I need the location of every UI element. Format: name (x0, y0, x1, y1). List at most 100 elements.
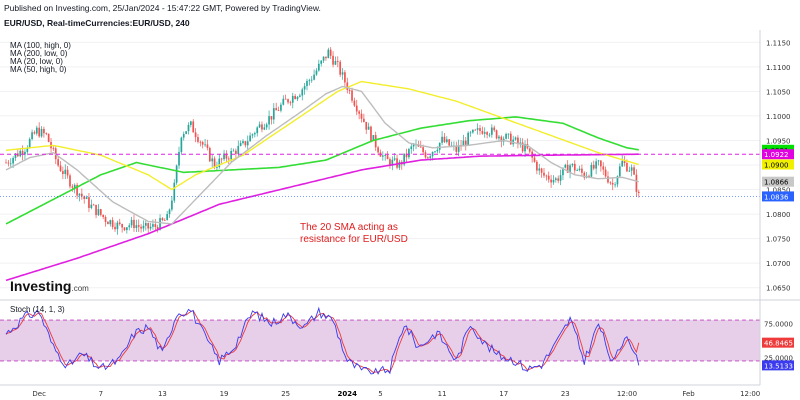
candle-body[interactable] (104, 217, 107, 222)
candle-body[interactable] (249, 135, 251, 142)
candle-body[interactable] (268, 116, 270, 125)
candle-body[interactable] (149, 226, 152, 229)
candle-body[interactable] (244, 141, 247, 146)
candle-body[interactable] (190, 121, 192, 125)
candle-body[interactable] (462, 140, 465, 147)
candle-body[interactable] (445, 139, 448, 143)
candle-body[interactable] (171, 200, 173, 210)
candle-body[interactable] (637, 191, 640, 193)
candle-body[interactable] (467, 132, 469, 145)
candle-body[interactable] (372, 135, 375, 141)
candle-body[interactable] (289, 102, 292, 104)
candle-body[interactable] (83, 196, 86, 199)
candle-body[interactable] (422, 147, 424, 153)
candle-body[interactable] (275, 108, 278, 111)
candle-body[interactable] (133, 219, 135, 229)
candle-body[interactable] (239, 143, 242, 146)
candle-body[interactable] (365, 121, 368, 130)
candle-body[interactable] (147, 223, 150, 229)
candle-body[interactable] (434, 151, 436, 153)
candle-body[interactable] (280, 104, 282, 111)
candle-body[interactable] (562, 167, 564, 176)
candle-body[interactable] (597, 160, 600, 162)
candle-body[interactable] (427, 157, 429, 159)
candle-body[interactable] (557, 178, 560, 181)
candle-body[interactable] (573, 163, 576, 171)
candle-body[interactable] (166, 214, 169, 221)
candle-body[interactable] (327, 49, 330, 59)
candle-body[interactable] (33, 132, 36, 134)
candle-body[interactable] (403, 153, 406, 165)
candle-body[interactable] (391, 159, 394, 166)
candle-body[interactable] (17, 153, 19, 157)
candle-body[interactable] (412, 144, 415, 147)
candle-body[interactable] (31, 132, 33, 140)
stochastic-panel[interactable] (0, 306, 760, 375)
candle-body[interactable] (69, 175, 71, 187)
candle-body[interactable] (180, 137, 183, 152)
candle-body[interactable] (325, 56, 327, 59)
candle-body[interactable] (320, 60, 323, 64)
candle-body[interactable] (635, 174, 638, 192)
candle-body[interactable] (583, 172, 586, 178)
candle-body[interactable] (237, 145, 240, 155)
candle-body[interactable] (315, 70, 318, 75)
candle-body[interactable] (547, 175, 550, 180)
candle-body[interactable] (12, 157, 14, 164)
candle-body[interactable] (507, 133, 510, 135)
candle-body[interactable] (609, 182, 612, 184)
candle-body[interactable] (28, 139, 31, 148)
candle-body[interactable] (192, 121, 195, 133)
candle-body[interactable] (521, 142, 524, 152)
candle-body[interactable] (600, 160, 602, 167)
candle-body[interactable] (294, 95, 296, 100)
candle-body[interactable] (182, 133, 185, 138)
candle-body[interactable] (261, 124, 263, 130)
candle-body[interactable] (211, 158, 214, 162)
candle-body[interactable] (581, 168, 583, 173)
candle-body[interactable] (491, 127, 493, 135)
candle-body[interactable] (220, 158, 223, 160)
candle-body[interactable] (611, 182, 614, 185)
candle-body[interactable] (168, 209, 171, 215)
candle-body[interactable] (144, 223, 147, 226)
candle-body[interactable] (80, 193, 83, 197)
candle-body[interactable] (59, 165, 62, 172)
candle-body[interactable] (550, 179, 552, 183)
candle-body[interactable] (377, 147, 379, 153)
candle-body[interactable] (469, 132, 472, 134)
candle-body[interactable] (545, 175, 548, 177)
candle-body[interactable] (448, 139, 451, 146)
candle-body[interactable] (71, 186, 74, 188)
candle-body[interactable] (332, 55, 334, 65)
candle-body[interactable] (389, 159, 391, 166)
candle-body[interactable] (595, 161, 597, 169)
candle-body[interactable] (474, 129, 477, 131)
candle-body[interactable] (536, 161, 538, 171)
candle-body[interactable] (97, 209, 100, 216)
candle-body[interactable] (38, 127, 41, 137)
candle-body[interactable] (495, 130, 498, 139)
candle-body[interactable] (47, 133, 50, 142)
candle-body[interactable] (76, 184, 78, 196)
candle-body[interactable] (408, 149, 410, 158)
candle-body[interactable] (571, 163, 574, 166)
candle-body[interactable] (614, 184, 616, 186)
candle-body[interactable] (363, 118, 365, 122)
candle-body[interactable] (107, 221, 109, 225)
candle-body[interactable] (130, 219, 133, 226)
candle-body[interactable] (384, 155, 387, 157)
candle-body[interactable] (43, 128, 45, 134)
candle-body[interactable] (317, 63, 320, 71)
candle-body[interactable] (483, 132, 486, 134)
candle-body[interactable] (92, 204, 95, 206)
candle-body[interactable] (21, 150, 24, 155)
candle-body[interactable] (472, 129, 474, 133)
candle-body[interactable] (185, 131, 187, 134)
candle-body[interactable] (24, 151, 26, 155)
candle-body[interactable] (66, 169, 69, 176)
candle-body[interactable] (538, 168, 541, 171)
candle-body[interactable] (159, 218, 161, 230)
candle-body[interactable] (590, 164, 593, 177)
candle-body[interactable] (57, 159, 59, 166)
